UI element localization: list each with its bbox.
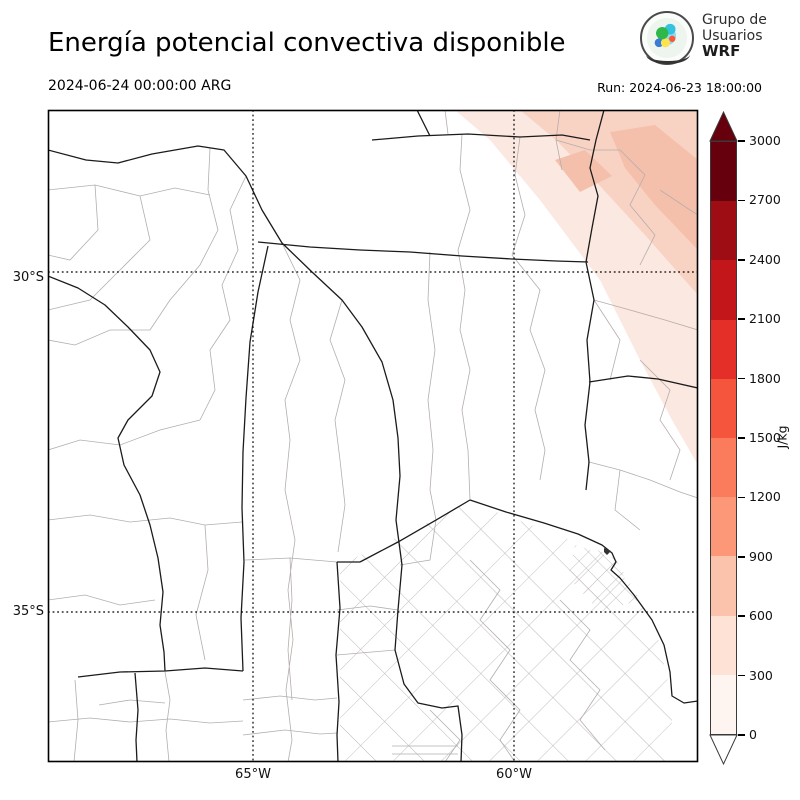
colorbar-tick-label: 900: [749, 548, 773, 564]
colorbar-tick-label: 1800: [749, 370, 781, 386]
colorbar-tick: [738, 377, 745, 380]
colorbar-tick-label: 2700: [749, 192, 781, 208]
colorbar-tick: [738, 674, 745, 677]
colorbar-segment: [711, 319, 736, 379]
colorbar-tick: [738, 318, 745, 320]
colorbar-under-arrow: [709, 734, 738, 766]
department-boundaries-se: [336, 519, 606, 761]
colorbar-tick: [738, 615, 745, 617]
colorbar-segment: [711, 674, 736, 735]
map-border: [47, 109, 699, 763]
department-boundaries-sw: [49, 439, 458, 761]
colorbar-tick: [738, 199, 745, 202]
wrf-users-group-logo-icon: [640, 11, 694, 65]
gba-dense-lattice: [568, 545, 640, 612]
department-boundaries-ne: [427, 111, 697, 531]
colorbar-segment: [711, 201, 736, 261]
colorbar-tick-label: 300: [749, 667, 773, 683]
colorbar-tick-label: 2400: [749, 251, 781, 267]
logo-line-1: Grupo de: [702, 12, 767, 28]
logo-line-3: WRF: [702, 42, 741, 60]
lat-label-30s: 30°S: [12, 270, 44, 285]
colorbar-tick-label: 0: [749, 727, 757, 742]
lat-label-35s: 35°S: [12, 604, 44, 619]
colorbar-segment: [711, 378, 736, 439]
colorbar: J/kg 0 300 600 900 1200 1500 1800 2100 2400 2700 3…: [705, 105, 800, 785]
colorbar-tick-label: 3000: [749, 133, 781, 148]
colorbar-tick: [738, 496, 745, 499]
run-time: Run: 2024-06-23 18:00:00: [597, 80, 762, 95]
province-boundaries-2: [49, 275, 697, 761]
colorbar-tick-label: 1500: [749, 430, 781, 445]
colorbar-tick-label: 600: [749, 608, 773, 624]
colorbar-segment: [711, 556, 736, 616]
colorbar-segment: [711, 260, 736, 320]
cape-shading-high-2: [555, 150, 612, 192]
colorbar-tick-label: 2100: [749, 311, 781, 327]
logo-line-2: Usuarios: [702, 27, 763, 44]
laurel-icon: [646, 45, 690, 64]
page-title: Energía potencial convectiva disponible: [48, 28, 566, 58]
colorbar-tick: [738, 437, 745, 439]
logo-text: Grupo de Usuarios WRF: [702, 12, 767, 60]
colorbar-segment: [711, 142, 736, 202]
colorbar-tick: [738, 259, 745, 261]
lon-label-65w: 65°W: [235, 767, 271, 782]
colorbar-tick: [738, 140, 745, 142]
colorbar-tick: [738, 734, 745, 736]
colorbar-over-arrow: [709, 110, 738, 142]
colorbar-segment: [711, 615, 736, 675]
buenos-aires-city-marker: [604, 548, 611, 555]
colorbar-tick-label: 1200: [749, 489, 781, 505]
department-boundaries-nw: [49, 147, 346, 461]
valid-time: 2024-06-24 00:00:00 ARG: [48, 78, 232, 94]
colorbar-bar: [710, 141, 737, 735]
colorbar-segment: [711, 497, 736, 557]
province-boundaries-1: [49, 111, 697, 761]
colorbar-segment: [711, 438, 736, 498]
cape-shading-high: [610, 125, 697, 249]
lon-label-60w: 60°W: [496, 767, 532, 782]
colorbar-tick: [738, 556, 745, 558]
buenos-aires-lattice: [340, 502, 672, 761]
